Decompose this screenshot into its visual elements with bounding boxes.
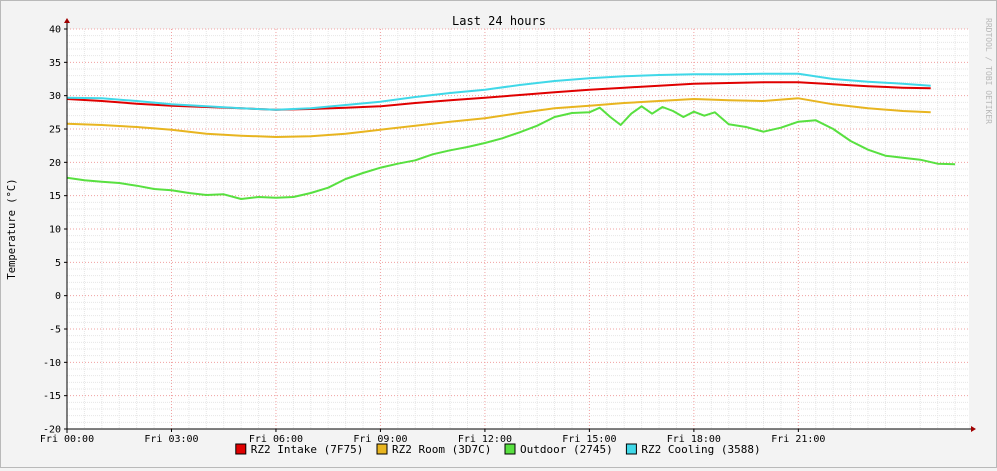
legend-label-3: Outdoor (2745) (520, 443, 613, 456)
legend: RZ2 Intake (7F75) RZ2 Room (3D7C) Outdoor … (235, 443, 761, 456)
y-tick-label: -20 (43, 425, 61, 436)
legend-swatch-2 (376, 443, 388, 455)
legend-swatch-4 (625, 443, 637, 455)
x-tick-label: Fri 09:00 (353, 434, 407, 445)
series-line-3 (66, 105, 956, 200)
x-tick-label: Fri 12:00 (458, 434, 512, 445)
axes (64, 18, 976, 433)
legend-label-1: RZ2 Intake (7F75) (251, 443, 364, 456)
y-axis-arrow (64, 18, 70, 23)
y-tick-label: 15 (49, 191, 61, 202)
chart-title: Last 24 hours (452, 14, 546, 28)
y-tick-label: 35 (49, 58, 61, 69)
y-tick-label: 40 (49, 25, 61, 36)
y-tick-label: 10 (49, 225, 61, 236)
x-tick-label: Fri 18:00 (667, 434, 721, 445)
watermark: RRDTOOL / TOBI OETIKER (984, 18, 993, 124)
series-layer (66, 72, 956, 200)
y-tick-label: 20 (49, 158, 61, 169)
x-tick-label: Fri 21:00 (771, 434, 825, 445)
y-tick-label: 5 (55, 258, 61, 269)
y-tick-label: -15 (43, 391, 61, 402)
legend-label-4: RZ2 Cooling (3588) (641, 443, 760, 456)
legend-swatch-3 (504, 443, 516, 455)
y-tick-label: 25 (49, 125, 61, 136)
y-axis-label: Temperature (°C) (6, 178, 18, 279)
x-tick-labels: Fri 00:00 Fri 03:00 Fri 06:00 Fri 09:00 Fri … (40, 434, 826, 445)
x-tick-label: Fri 15:00 (562, 434, 616, 445)
x-axis-arrow (971, 426, 976, 432)
y-tick-label: 0 (55, 291, 61, 302)
legend-label-2: RZ2 Room (3D7C) (392, 443, 491, 456)
x-tick-label: Fri 00:00 (40, 434, 94, 445)
y-tick-label: -5 (49, 325, 61, 336)
series-line-4 (66, 72, 931, 111)
x-tick-label: Fri 06:00 (249, 434, 303, 445)
x-tick-label: Fri 03:00 (144, 434, 198, 445)
y-tick-labels: -20 -15 -10 -5 0 5 10 15 20 25 30 35 40 (43, 25, 61, 436)
legend-swatch-1 (235, 443, 247, 455)
series-line-2 (66, 97, 931, 138)
y-tick-label: -10 (43, 358, 61, 369)
y-tick-label: 30 (49, 91, 61, 102)
